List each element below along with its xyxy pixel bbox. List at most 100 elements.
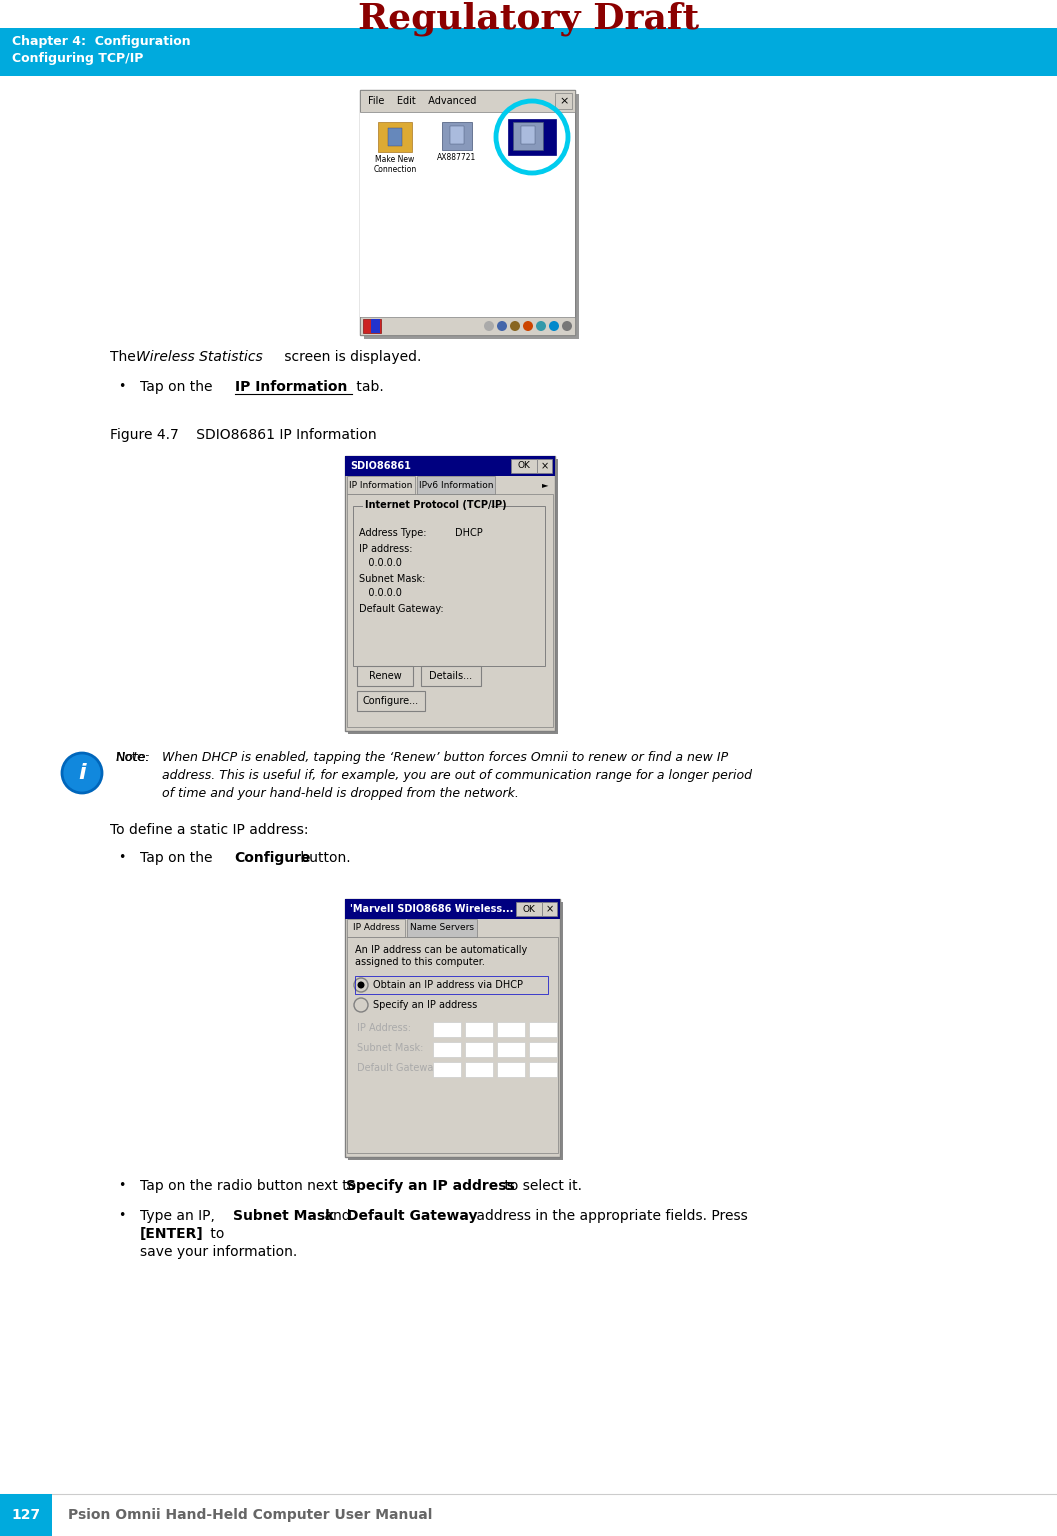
Text: Subnet Mask:: Subnet Mask:	[359, 574, 425, 584]
FancyBboxPatch shape	[511, 459, 537, 473]
FancyBboxPatch shape	[465, 1021, 493, 1037]
Text: IPv6 Information: IPv6 Information	[419, 481, 494, 490]
Text: Configuring TCP/IP: Configuring TCP/IP	[12, 52, 144, 65]
Text: An IP address can be automatically
assigned to this computer.: An IP address can be automatically assig…	[355, 945, 527, 966]
Text: Name Servers: Name Servers	[410, 923, 474, 932]
FancyBboxPatch shape	[360, 91, 575, 335]
Text: Default Gateway:: Default Gateway:	[357, 1063, 442, 1074]
FancyBboxPatch shape	[348, 459, 558, 734]
Text: Make New
Connection: Make New Connection	[373, 155, 416, 175]
FancyBboxPatch shape	[347, 919, 405, 937]
Circle shape	[536, 321, 546, 330]
FancyBboxPatch shape	[363, 499, 492, 511]
FancyBboxPatch shape	[497, 1041, 525, 1057]
Text: Obtain an IP address via DHCP: Obtain an IP address via DHCP	[373, 980, 523, 991]
FancyBboxPatch shape	[388, 127, 402, 146]
FancyBboxPatch shape	[0, 28, 1057, 75]
FancyBboxPatch shape	[521, 126, 535, 144]
Text: Type an IP,: Type an IP,	[140, 1209, 219, 1223]
FancyBboxPatch shape	[497, 1061, 525, 1077]
FancyBboxPatch shape	[347, 937, 558, 1154]
Text: 0.0.0.0: 0.0.0.0	[359, 558, 402, 568]
Text: Configure: Configure	[234, 851, 311, 865]
Text: Specify an IP address: Specify an IP address	[346, 1180, 515, 1193]
Text: ×: ×	[559, 95, 569, 106]
Circle shape	[562, 321, 572, 330]
FancyBboxPatch shape	[0, 1495, 52, 1536]
FancyBboxPatch shape	[360, 316, 575, 335]
Text: When DHCP is enabled, tapping the ‘Renew’ button forces Omnii to renew or find a: When DHCP is enabled, tapping the ‘Renew…	[162, 751, 728, 763]
FancyBboxPatch shape	[433, 1041, 461, 1057]
Circle shape	[509, 321, 520, 330]
Text: Configure...: Configure...	[363, 696, 419, 707]
Text: The: The	[110, 350, 141, 364]
Text: Psion Omnii Hand-Held Computer User Manual: Psion Omnii Hand-Held Computer User Manu…	[68, 1508, 432, 1522]
FancyBboxPatch shape	[528, 1061, 557, 1077]
FancyBboxPatch shape	[0, 1495, 1057, 1536]
FancyBboxPatch shape	[513, 121, 543, 151]
FancyBboxPatch shape	[528, 1041, 557, 1057]
FancyBboxPatch shape	[542, 902, 557, 915]
FancyBboxPatch shape	[450, 126, 464, 144]
FancyBboxPatch shape	[357, 667, 413, 687]
FancyBboxPatch shape	[516, 902, 542, 915]
Text: Chapter 4:  Configuration: Chapter 4: Configuration	[12, 35, 190, 48]
Circle shape	[62, 753, 101, 793]
Text: of time and your hand-held is dropped from the network.: of time and your hand-held is dropped fr…	[162, 786, 519, 800]
FancyBboxPatch shape	[347, 476, 415, 495]
Circle shape	[497, 321, 507, 330]
Text: SDIO86861: SDIO86861	[508, 158, 548, 164]
Text: Tap on the radio button next to: Tap on the radio button next to	[140, 1180, 360, 1193]
Text: to select it.: to select it.	[500, 1180, 582, 1193]
FancyBboxPatch shape	[465, 1041, 493, 1057]
Text: Address Type:: Address Type:	[359, 528, 427, 538]
Text: Regulatory Draft: Regulatory Draft	[358, 2, 699, 37]
Circle shape	[354, 998, 368, 1012]
Text: IP Address: IP Address	[353, 923, 400, 932]
FancyBboxPatch shape	[345, 899, 560, 1157]
Text: Renew: Renew	[369, 671, 402, 680]
Text: button.: button.	[296, 851, 351, 865]
Text: Note:: Note:	[116, 751, 150, 763]
FancyBboxPatch shape	[497, 1021, 525, 1037]
Text: Subnet Mask: Subnet Mask	[233, 1209, 334, 1223]
Text: [ENTER]: [ENTER]	[140, 1227, 204, 1241]
FancyBboxPatch shape	[364, 94, 579, 339]
FancyBboxPatch shape	[360, 91, 575, 112]
Text: Tap on the: Tap on the	[140, 379, 217, 395]
FancyBboxPatch shape	[418, 476, 495, 495]
Text: •: •	[118, 379, 126, 393]
Text: IP address:: IP address:	[359, 544, 412, 554]
FancyBboxPatch shape	[555, 94, 572, 109]
FancyBboxPatch shape	[465, 1061, 493, 1077]
Text: Figure 4.7    SDIO86861 IP Information: Figure 4.7 SDIO86861 IP Information	[110, 429, 376, 442]
Text: IP Address:: IP Address:	[357, 1023, 411, 1034]
Text: Specify an IP address: Specify an IP address	[373, 1000, 478, 1011]
Text: address in the appropriate fields. Press: address in the appropriate fields. Press	[472, 1209, 753, 1223]
Text: tab.: tab.	[352, 379, 384, 395]
FancyBboxPatch shape	[378, 121, 412, 152]
Circle shape	[549, 321, 559, 330]
Circle shape	[354, 978, 368, 992]
Text: Subnet Mask:: Subnet Mask:	[357, 1043, 424, 1054]
Text: Note:: Note:	[116, 751, 162, 763]
Text: screen is displayed.: screen is displayed.	[280, 350, 422, 364]
FancyBboxPatch shape	[363, 319, 381, 333]
Text: To define a static IP address:: To define a static IP address:	[110, 823, 309, 837]
FancyBboxPatch shape	[407, 919, 477, 937]
Text: •: •	[118, 1209, 126, 1223]
FancyBboxPatch shape	[348, 902, 563, 1160]
FancyBboxPatch shape	[442, 121, 472, 151]
Text: DHCP: DHCP	[455, 528, 483, 538]
Text: Default Gateway: Default Gateway	[347, 1209, 478, 1223]
Text: i: i	[78, 763, 86, 783]
Text: Details...: Details...	[429, 671, 472, 680]
FancyBboxPatch shape	[421, 667, 481, 687]
Text: Default Gateway:: Default Gateway:	[359, 604, 444, 614]
FancyBboxPatch shape	[353, 505, 545, 667]
FancyBboxPatch shape	[347, 495, 553, 727]
Text: AX887721: AX887721	[438, 154, 477, 161]
Text: save your information.: save your information.	[140, 1246, 297, 1260]
Circle shape	[523, 321, 533, 330]
Text: Wireless Statistics: Wireless Statistics	[136, 350, 263, 364]
